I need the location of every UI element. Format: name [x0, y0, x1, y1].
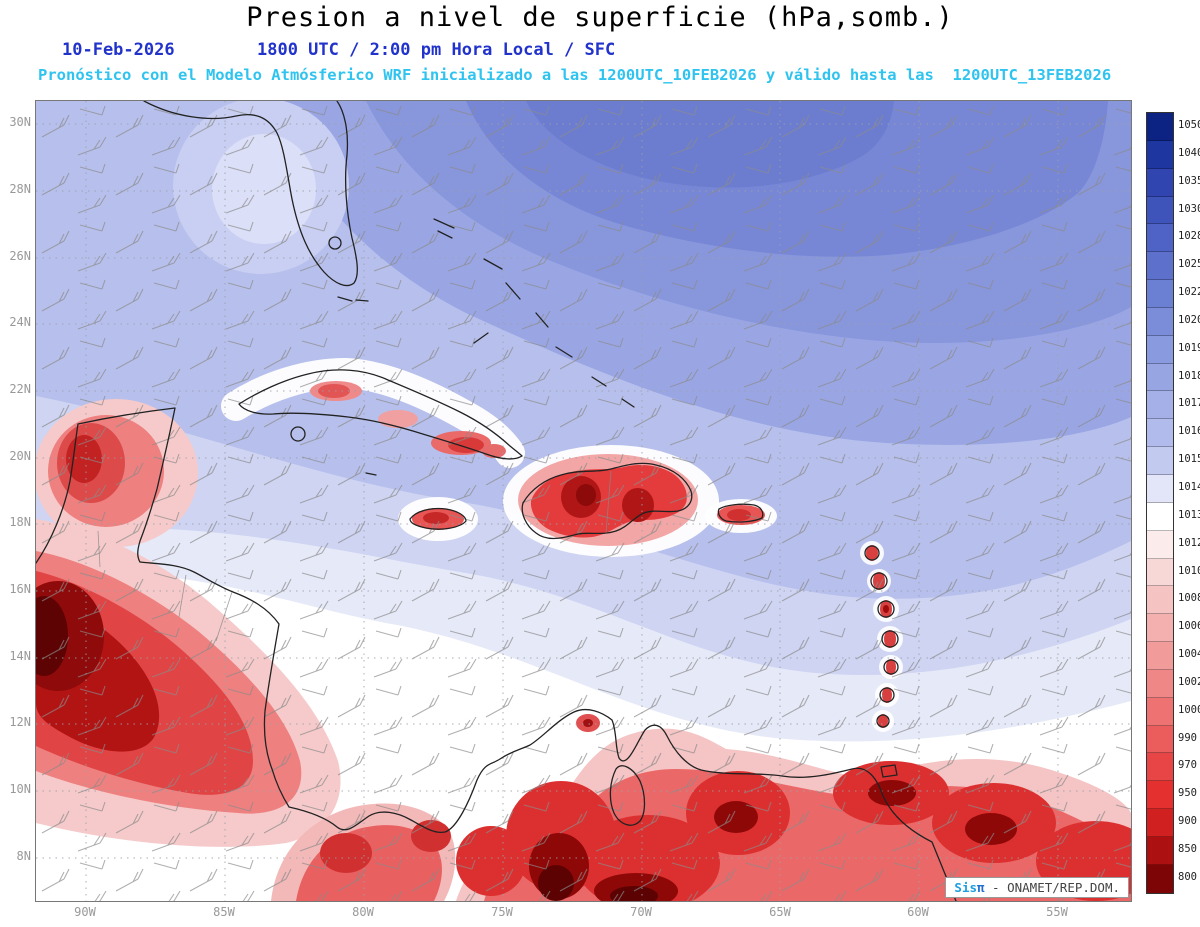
colorbar-label: 1017 — [1178, 397, 1200, 410]
lat-label: 16N — [9, 582, 31, 596]
colorbar-swatch — [1147, 447, 1173, 475]
colorbar-swatch — [1147, 809, 1173, 837]
lat-label: 26N — [9, 249, 31, 263]
colorbar-label: 800 — [1178, 870, 1197, 883]
colorbar-swatch — [1147, 753, 1173, 782]
colorbar-swatch — [1147, 363, 1173, 392]
lat-label: 14N — [9, 649, 31, 663]
colorbar-swatch — [1147, 836, 1173, 865]
colorbar-swatch — [1147, 642, 1173, 670]
colorbar-label: 1040 — [1178, 146, 1200, 159]
colorbar-label: 1010 — [1178, 564, 1200, 577]
lat-label: 30N — [9, 115, 31, 129]
wind-barbs-layer — [36, 101, 1131, 901]
lat-label: 8N — [16, 849, 31, 863]
colorbar-label: 950 — [1178, 787, 1197, 800]
colorbar-swatch — [1147, 224, 1173, 253]
colorbar-label: 1013 — [1178, 508, 1200, 521]
lon-label: 65W — [769, 905, 791, 919]
colorbar-swatch — [1147, 252, 1173, 281]
colorbar-swatch — [1147, 586, 1173, 615]
country-borders — [97, 470, 612, 642]
colorbar-label: 900 — [1178, 815, 1197, 828]
lon-label: 75W — [491, 905, 513, 919]
colorbar-swatch — [1147, 307, 1173, 336]
page-title: Presion a nivel de superficie (hPa,somb.… — [246, 2, 954, 33]
colorbar-label: 850 — [1178, 842, 1197, 855]
colorbar-swatch — [1147, 335, 1173, 364]
lon-label: 60W — [907, 905, 929, 919]
colorbar-swatch — [1147, 530, 1173, 559]
colorbar-label: 1018 — [1178, 369, 1200, 382]
lon-label: 85W — [213, 905, 235, 919]
colorbar-swatch — [1147, 168, 1173, 197]
pressure-map-plot: Sisπ - ONAMET/REP.DOM. — [35, 100, 1132, 902]
lat-label: 20N — [9, 449, 31, 463]
colorbar-swatch — [1147, 140, 1173, 169]
colorbar-label: 1000 — [1178, 703, 1200, 716]
watermark-pi-icon: π — [977, 880, 985, 895]
lat-label: 18N — [9, 515, 31, 529]
colorbar-label: 1015 — [1178, 453, 1200, 466]
colorbar-swatch — [1147, 391, 1173, 420]
colorbar-label: 990 — [1178, 731, 1197, 744]
colorbar-swatch — [1147, 113, 1173, 141]
colorbar-swatch — [1147, 502, 1173, 531]
lat-label: 12N — [9, 715, 31, 729]
colorbar-swatch — [1147, 614, 1173, 643]
colorbar-label: 1020 — [1178, 313, 1200, 326]
colorbar-label: 1012 — [1178, 536, 1200, 549]
colorbar-swatch — [1147, 196, 1173, 225]
colorbar-swatch — [1147, 419, 1173, 448]
lat-label: 28N — [9, 182, 31, 196]
colorbar-swatch — [1147, 781, 1173, 810]
colorbar-swatch — [1147, 697, 1173, 726]
watermark-sis: Sis — [954, 880, 977, 895]
colorbar-label: 1030 — [1178, 202, 1200, 215]
colorbar-label: 970 — [1178, 759, 1197, 772]
coastlines — [36, 101, 957, 901]
lon-label: 70W — [630, 905, 652, 919]
colorbar-label: 1016 — [1178, 425, 1200, 438]
colorbar-swatch — [1147, 280, 1173, 308]
colorbar-swatch — [1147, 669, 1173, 698]
colorbar-swatch — [1147, 558, 1173, 587]
colorbar-label: 1028 — [1178, 230, 1200, 243]
colorbar-swatch — [1147, 725, 1173, 754]
colorbar-label: 1025 — [1178, 258, 1200, 271]
colorbar-label: 1006 — [1178, 620, 1200, 633]
colorbar-swatch — [1147, 864, 1173, 893]
colorbar-swatch — [1147, 474, 1173, 503]
colorbar-label: 1035 — [1178, 174, 1200, 187]
colorbar-label: 1014 — [1178, 480, 1200, 493]
model-run-info: Pronóstico con el Modelo Atmósferico WRF… — [38, 66, 1112, 84]
colorbar-labels: 1050 1040 1035 1030 1028 1025 1022 1020 … — [1176, 112, 1200, 892]
colorbar — [1146, 112, 1174, 894]
lon-label: 80W — [352, 905, 374, 919]
colorbar-label: 1050 — [1178, 119, 1200, 131]
lon-label: 90W — [74, 905, 96, 919]
lon-label: 55W — [1046, 905, 1068, 919]
colorbar-label: 1002 — [1178, 675, 1200, 688]
lat-label: 10N — [9, 782, 31, 796]
forecast-date: 10-Feb-2026 — [62, 40, 175, 60]
colorbar-label: 1008 — [1178, 592, 1200, 605]
pressure-map-canvas — [36, 101, 1131, 901]
colorbar-label: 1004 — [1178, 648, 1200, 661]
lat-label: 22N — [9, 382, 31, 396]
watermark: Sisπ - ONAMET/REP.DOM. — [945, 877, 1129, 898]
colorbar-label: 1022 — [1178, 286, 1200, 299]
lat-label: 24N — [9, 315, 31, 329]
colorbar-label: 1019 — [1178, 341, 1200, 354]
forecast-time: 1800 UTC / 2:00 pm Hora Local / SFC — [257, 40, 616, 60]
watermark-suffix: - ONAMET/REP.DOM. — [984, 880, 1120, 895]
